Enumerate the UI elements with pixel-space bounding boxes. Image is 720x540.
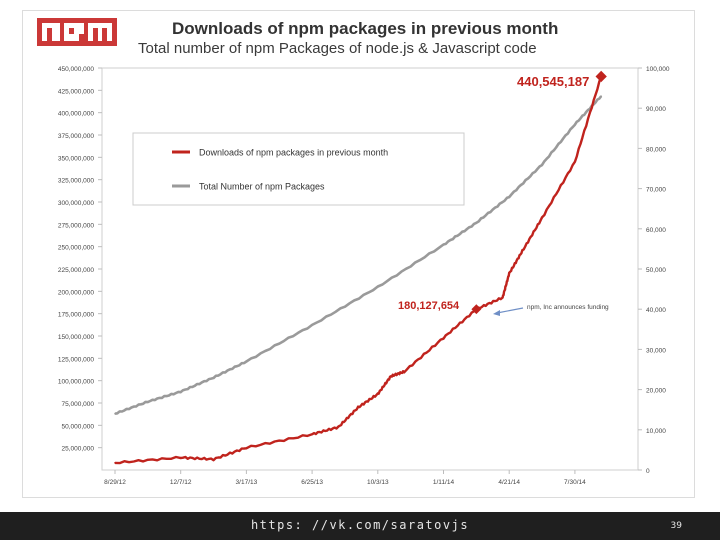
right-axis-tick-label: 60,000 [646,227,666,234]
packages-point [541,163,543,166]
packages-point [245,360,248,363]
npm-logo [37,18,117,46]
x-axis-tick-label: 6/25/13 [301,479,323,486]
left-axis-tick-label: 275,000,000 [58,222,95,229]
downloads-point [442,336,445,339]
packages-point [442,244,445,246]
packages-point [377,286,379,288]
chart-frame [22,10,695,498]
left-axis-tick-label: 400,000,000 [58,111,95,118]
downloads-point [390,375,392,378]
packages-point [475,221,478,224]
packages-point [179,390,182,393]
downloads-point [403,370,405,373]
x-axis-tick-label: 12/7/12 [170,479,192,486]
x-axis-tick-label: 1/11/14 [433,479,455,486]
plot-area [101,67,639,471]
downloads-point [337,426,340,428]
packages-point [212,376,215,379]
left-axis-tick-label: 300,000,000 [58,200,95,207]
downloads-point [357,406,359,409]
chart-title: Downloads of npm packages in previous mo… [172,19,559,38]
left-axis-tick-label: 325,000,000 [58,178,95,185]
series-line-downloads [114,75,603,465]
left-axis-tick-label: 250,000,000 [58,245,95,252]
footer-url: https: //vk.com/saratovjs [250,518,470,532]
left-axis-tick-label: 150,000,000 [58,334,95,341]
packages-point [574,123,576,126]
footer-bar: https: //vk.com/saratovjs 39 [0,512,720,540]
downloads-point [377,393,379,395]
packages-point [508,195,511,198]
right-axis-tick-label: 30,000 [646,347,666,354]
left-axis-tick-label: 350,000,000 [58,155,95,162]
legend-packages-label: Total Number of npm Packages [199,182,325,192]
page-number: 39 [670,521,682,531]
right-axis-tick-label: 90,000 [646,106,666,113]
right-axis-tick-label: 10,000 [646,428,666,435]
peak-marker [595,70,607,83]
downloads-point [311,433,313,436]
downloads-point [541,217,543,219]
downloads-point [521,250,524,252]
downloads-point [574,161,576,163]
left-axis-tick-label: 200,000,000 [58,289,95,296]
downloads-point [245,446,248,449]
downloads-point [114,462,116,464]
chart: 450,000,000 425,000,000 400,000,000 375,000… [58,66,670,486]
left-axis-tick-label: 25,000,000 [61,446,94,453]
peak-value-label: 440,545,187 [517,74,589,89]
left-axis-tick-label: 425,000,000 [58,88,95,95]
downloads-point [179,456,182,459]
x-axis-tick-label: 3/17/13 [236,479,258,486]
x-axis-tick-label: 10/3/13 [367,479,389,486]
funding-note: npm, Inc announces funding [527,304,609,311]
chart-subtitle: Total number of npm Packages of node.js … [138,40,537,57]
funding-arrow-line [496,307,524,314]
packages-point [147,400,149,403]
left-axis-tick-label: 100,000,000 [58,379,95,386]
left-axis-tick-label: 375,000,000 [58,133,95,140]
x-axis-tick-label: 8/29/12 [104,479,126,486]
x-axis-tick-label: 4/21/14 [498,479,520,486]
packages-point [600,95,602,97]
left-axis-tick-label: 125,000,000 [58,356,95,363]
right-axis-tick-label: 0 [646,468,650,475]
right-axis-tick-label: 100,000 [646,66,670,73]
left-axis-tick-label: 175,000,000 [58,312,95,319]
packages-point [311,324,313,327]
right-axis-tick-label: 20,000 [646,388,666,395]
right-axis-tick-label: 50,000 [646,267,666,274]
legend-box [132,132,465,206]
left-axis-tick-label: 450,000,000 [58,66,95,73]
packages-point [114,412,116,415]
left-axis-tick-label: 50,000,000 [61,423,94,430]
x-axis-tick-label: 7/30/14 [564,479,586,486]
legend-downloads-label: Downloads of npm packages in previous mo… [199,148,388,158]
downloads-point [508,272,511,275]
downloads-point [212,458,215,461]
downloads-point [501,296,504,299]
right-axis-tick-label: 40,000 [646,307,666,314]
funding-arrow-head [493,310,500,316]
right-axis-tick-label: 70,000 [646,187,666,194]
left-axis-tick-label: 75,000,000 [61,401,94,408]
right-axis-tick-label: 80,000 [646,146,666,153]
left-axis-tick-label: 225,000,000 [58,267,95,274]
funding-value-label: 180,127,654 [398,300,460,312]
funding-marker [471,304,482,315]
